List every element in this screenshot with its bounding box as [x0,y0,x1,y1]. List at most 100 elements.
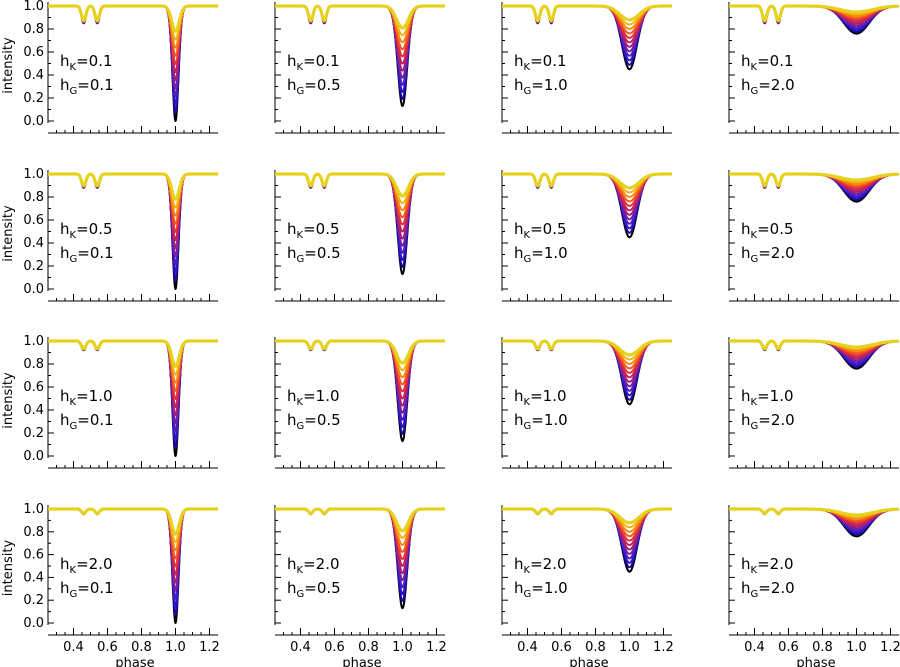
x-tick-label: 1.2 [199,640,220,655]
x-axis-label: phase [342,656,381,667]
series-line-2 [501,173,673,234]
series-line-1 [501,173,673,239]
x-tick-label: 0.4 [290,640,311,655]
series-line-3 [501,340,673,397]
series-line-12 [46,4,220,33]
y-tick-label: 0.2 [23,91,44,106]
series-line-5 [47,508,219,592]
annotation-hg: hG=2.0 [741,411,795,432]
series-line-10 [274,5,446,44]
series-line-12 [46,172,220,201]
x-tick-label: 0.6 [97,640,118,655]
series-line-4 [47,173,219,266]
y-tick-label: 1.0 [23,167,44,182]
annotation-hk: hK=1.0 [741,387,794,408]
series-line-5 [47,340,219,425]
annotation-hk: hK=0.1 [287,52,340,73]
series-line-9 [47,5,219,57]
panel-r4-c1: 0.4 0.6 0.8 1.0 1.2 phase 0.0 0.2 0.4 0.6 0.8 1.0 hK… [23,502,220,667]
x-tick-label: 0.8 [358,640,379,655]
y-tick-label: 1.0 [23,0,44,14]
series-line-6 [274,173,446,240]
series-line-2 [501,5,673,66]
x-axis-label: phase [796,656,835,667]
series-line-9 [274,508,446,553]
series-line-9 [47,508,219,560]
y-tick-label: 0.8 [23,22,44,37]
series-line-5 [47,173,219,258]
annotation-hk: hK=1.0 [287,387,340,408]
series-line-11 [274,5,446,37]
annotation-hk: hK=1.0 [60,387,113,408]
y-tick-label: 0.6 [23,380,44,395]
annotation-hg: hG=0.1 [60,76,114,97]
y-tick-label: 0.8 [23,190,44,205]
x-tick-label: 0.4 [744,640,765,655]
series-line-1 [501,508,673,573]
annotation-hk: hK=0.1 [514,52,567,73]
annotation-hk: hK=2.0 [60,555,113,576]
series-line-12 [273,4,447,30]
annotation-hg: hG=0.1 [60,579,114,600]
series-line-6 [274,5,446,72]
series-line-12 [727,339,900,351]
series-line-12 [500,507,674,525]
panel-r1-c3: hK=0.1 hG=1.0 [500,2,674,134]
y-tick-label: 0.4 [23,236,44,251]
annotation-hg: hG=0.1 [60,411,114,432]
y-tick-label: 0.0 [23,114,44,129]
series-line-11 [47,5,219,41]
series-line-1 [501,340,673,406]
series-line-11 [47,173,219,209]
panel-r2-c2: hK=0.5 hG=0.5 [273,170,447,302]
panel-r4-c3: 0.4 0.6 0.8 1.0 1.2 phase hK=2.0 hG=1.0 [500,505,674,667]
annotation-hg: hG=1.0 [514,411,568,432]
y-tick-label: 0.8 [23,357,44,372]
annotation-hk: hK=2.0 [287,555,340,576]
series-line-8 [47,173,219,233]
annotation-hg: hG=2.0 [741,76,795,97]
annotation-hk: hK=0.5 [514,220,567,241]
series-line-12 [727,507,900,517]
series-line-12 [500,172,674,190]
x-tick-label: 1.2 [880,640,900,655]
y-axis-label: intensity [1,540,16,597]
x-tick-label: 1.0 [846,640,867,655]
annotation-hg: hG=0.5 [287,579,341,600]
series-line-11 [274,508,446,539]
panel-r1-c4: hK=0.1 hG=2.0 [727,2,900,134]
x-tick-label: 1.0 [392,640,413,655]
series-line-12 [500,4,674,23]
series-line-4 [47,5,219,98]
y-tick-label: 0.4 [23,403,44,418]
annotation-hg: hG=0.5 [287,76,341,97]
series-line-10 [47,5,219,49]
y-tick-label: 0.6 [23,45,44,60]
series-line-11 [47,508,219,544]
y-tick-label: 0.0 [23,449,44,464]
series-line-12 [46,507,220,536]
annotation-hg: hG=2.0 [741,579,795,600]
y-tick-label: 0.4 [23,68,44,83]
series-line-7 [274,5,446,65]
annotation-hg: hG=0.5 [287,244,341,265]
x-tick-label: 1.0 [165,640,186,655]
annotation-hg: hG=1.0 [514,579,568,600]
y-tick-label: 0.6 [23,213,44,228]
series-line-2 [501,508,673,569]
series-line-10 [47,508,219,552]
series-line-8 [274,173,446,226]
x-tick-label: 0.4 [517,640,538,655]
x-tick-label: 1.2 [426,640,447,655]
series-line-7 [274,508,446,567]
series-line-3 [274,508,446,596]
series-line-12 [727,172,900,188]
series-line-2 [274,508,446,603]
series-line-12 [273,339,447,365]
annotation-hk: hK=0.5 [60,220,113,241]
x-tick-label: 0.4 [63,640,84,655]
panel-r3-c4: hK=1.0 hG=2.0 [727,337,900,469]
y-tick-label: 0.2 [23,593,44,608]
series-line-12 [273,172,447,198]
x-axis-label: phase [569,656,608,667]
